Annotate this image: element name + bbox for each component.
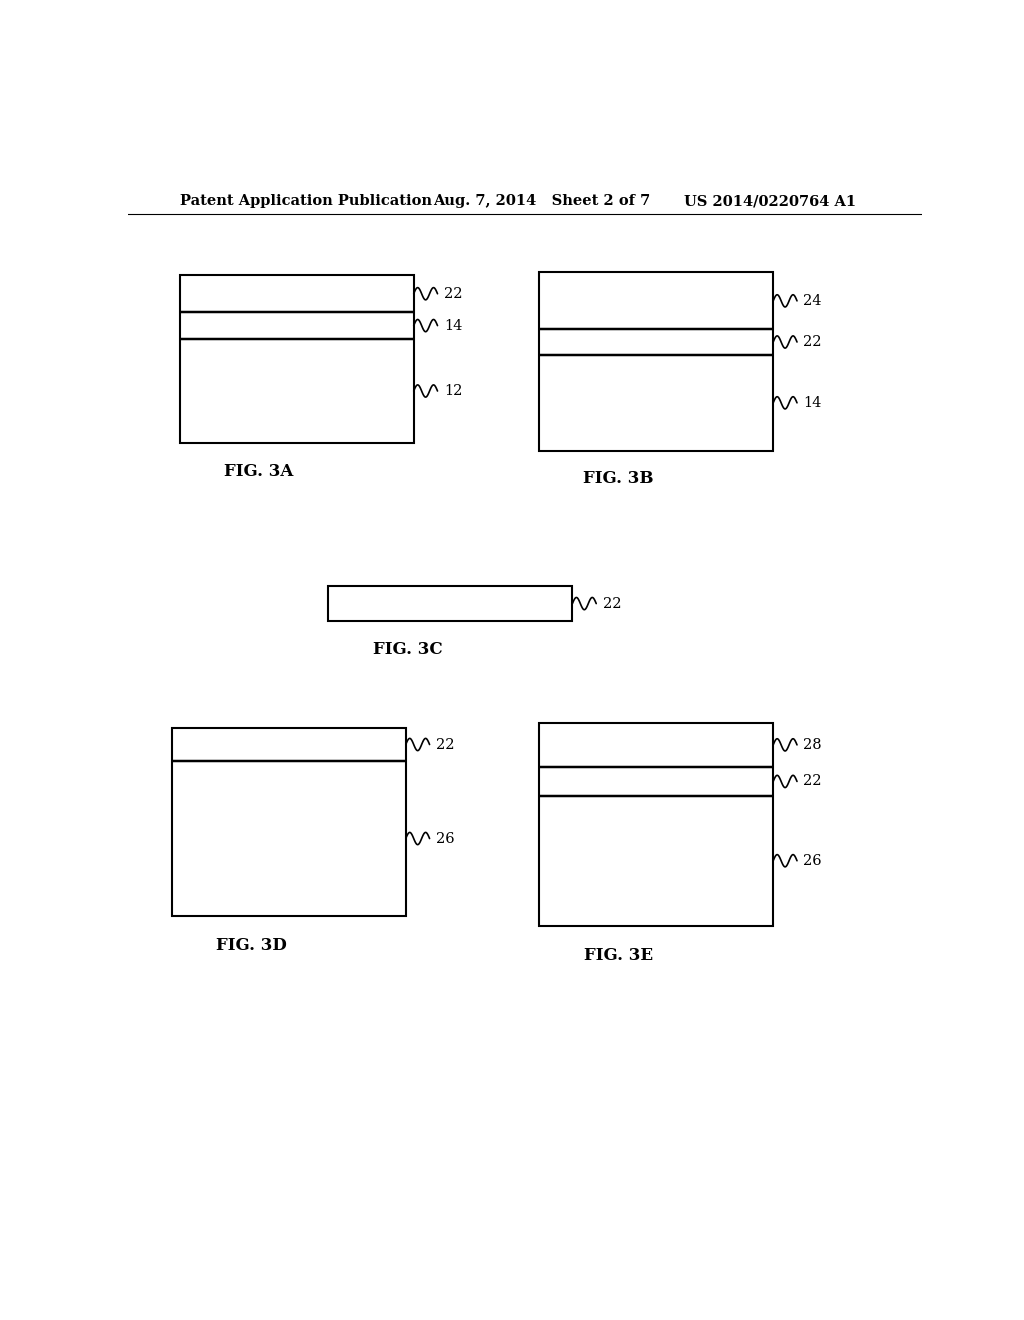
Text: 22: 22 bbox=[804, 775, 822, 788]
Text: FIG. 3B: FIG. 3B bbox=[584, 470, 653, 487]
Text: 22: 22 bbox=[443, 286, 463, 301]
Text: Aug. 7, 2014   Sheet 2 of 7: Aug. 7, 2014 Sheet 2 of 7 bbox=[433, 194, 651, 209]
Text: 22: 22 bbox=[602, 597, 622, 611]
Text: FIG. 3E: FIG. 3E bbox=[584, 948, 653, 964]
Text: FIG. 3C: FIG. 3C bbox=[373, 642, 442, 659]
Text: FIG. 3A: FIG. 3A bbox=[224, 463, 294, 480]
Bar bbox=[539, 272, 773, 451]
Text: 14: 14 bbox=[804, 396, 821, 409]
Text: 14: 14 bbox=[443, 318, 462, 333]
Bar bbox=[172, 727, 406, 916]
Bar bbox=[539, 722, 773, 925]
Text: 26: 26 bbox=[804, 854, 822, 867]
Text: 24: 24 bbox=[804, 294, 822, 308]
Text: US 2014/0220764 A1: US 2014/0220764 A1 bbox=[684, 194, 856, 209]
Text: 12: 12 bbox=[443, 384, 462, 399]
Text: 22: 22 bbox=[804, 335, 822, 348]
Text: Patent Application Publication: Patent Application Publication bbox=[179, 194, 431, 209]
Bar bbox=[179, 276, 414, 444]
Text: 22: 22 bbox=[436, 738, 455, 751]
Text: 28: 28 bbox=[804, 738, 822, 752]
Bar bbox=[328, 586, 572, 620]
Text: 26: 26 bbox=[436, 832, 455, 846]
Text: FIG. 3D: FIG. 3D bbox=[216, 937, 287, 954]
